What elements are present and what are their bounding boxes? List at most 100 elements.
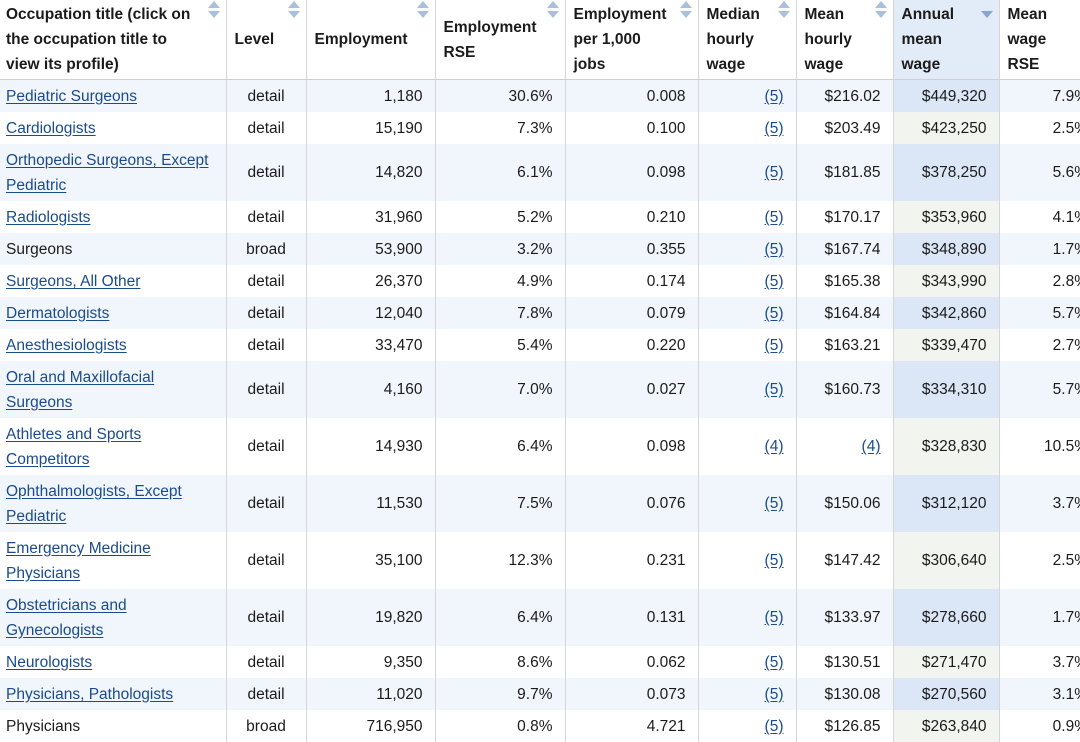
cell-mean-hourly: $130.08: [796, 678, 893, 710]
column-header-title[interactable]: Occupation title (click on the occupatio…: [0, 0, 226, 80]
footnote-link[interactable]: (5): [765, 377, 784, 402]
cell-emp-per-1000: 0.131: [565, 589, 698, 646]
cell-median-hourly: (5): [698, 201, 796, 233]
cell-employment: 15,190: [306, 112, 435, 144]
cell-level: detail: [226, 112, 306, 144]
cell-annual-mean: $342,860: [893, 297, 999, 329]
occupation-link[interactable]: Neurologists: [6, 654, 92, 671]
cell-level: detail: [226, 80, 306, 113]
cell-median-hourly: (5): [698, 678, 796, 710]
occupation-link[interactable]: Athletes and Sports Competitors: [6, 426, 141, 468]
cell-emp-per-1000: 0.098: [565, 418, 698, 475]
footnote-link[interactable]: (5): [765, 682, 784, 707]
cell-annual-mean: $278,660: [893, 589, 999, 646]
cell-title: Physicians: [0, 710, 226, 742]
footnote-link[interactable]: (5): [765, 205, 784, 230]
occupation-link[interactable]: Physicians, Pathologists: [6, 686, 173, 703]
cell-median-hourly: (5): [698, 589, 796, 646]
cell-median-hourly: (5): [698, 710, 796, 742]
footnote-link[interactable]: (5): [765, 269, 784, 294]
cell-emp-rse: 9.7%: [435, 678, 565, 710]
cell-emp-per-1000: 0.231: [565, 532, 698, 589]
footnote-link[interactable]: (5): [765, 160, 784, 185]
footnote-link[interactable]: (5): [765, 333, 784, 358]
cell-median-hourly: (5): [698, 80, 796, 113]
footnote-link[interactable]: (4): [765, 434, 784, 459]
cell-mean-rse: 2.7%: [999, 329, 1080, 361]
sort-arrows-icon[interactable]: [547, 1, 559, 19]
occupation-link[interactable]: Pediatric Surgeons: [6, 88, 137, 105]
cell-median-hourly: (5): [698, 233, 796, 265]
cell-mean-hourly: $163.21: [796, 329, 893, 361]
cell-mean-hourly: $147.42: [796, 532, 893, 589]
occupation-link[interactable]: Cardiologists: [6, 120, 96, 137]
footnote-link[interactable]: (5): [765, 650, 784, 675]
footnote-link[interactable]: (5): [765, 237, 784, 262]
column-header-employment[interactable]: Employment: [306, 0, 435, 80]
sort-arrows-icon[interactable]: [288, 1, 300, 19]
sort-arrows-icon[interactable]: [875, 1, 887, 19]
cell-employment: 26,370: [306, 265, 435, 297]
sort-descending-icon[interactable]: [981, 1, 993, 19]
column-header-mean-rse[interactable]: Mean wage RSE: [999, 0, 1080, 80]
sort-arrows-icon[interactable]: [778, 1, 790, 19]
occupation-link[interactable]: Surgeons, All Other: [6, 273, 140, 290]
cell-annual-mean: $306,640: [893, 532, 999, 589]
occupation-link[interactable]: Obstetricians and Gynecologists: [6, 597, 127, 639]
occupation-link[interactable]: Anesthesiologists: [6, 337, 127, 354]
footnote-link[interactable]: (5): [765, 714, 784, 739]
footnote-link[interactable]: (4): [862, 438, 881, 455]
column-header-emp-rse[interactable]: Employment RSE: [435, 0, 565, 80]
cell-emp-rse: 6.4%: [435, 589, 565, 646]
occupation-link[interactable]: Ophthalmologists, Except Pediatric: [6, 483, 182, 525]
column-header-label: Mean wage RSE: [1008, 6, 1048, 73]
cell-employment: 19,820: [306, 589, 435, 646]
cell-mean-hourly: $130.51: [796, 646, 893, 678]
cell-title: Obstetricians and Gynecologists: [0, 589, 226, 646]
sort-arrows-icon[interactable]: [417, 1, 429, 19]
table-header: Occupation title (click on the occupatio…: [0, 0, 1080, 80]
footnote-link[interactable]: (5): [765, 605, 784, 630]
column-header-annual-mean[interactable]: Annual mean wage: [893, 0, 999, 80]
occupation-link[interactable]: Dermatologists: [6, 305, 109, 322]
column-header-median-hourly[interactable]: Median hourly wage: [698, 0, 796, 80]
footnote-link[interactable]: (5): [765, 84, 784, 109]
cell-mean-hourly: (4): [796, 418, 893, 475]
cell-mean-rse: 1.7%: [999, 589, 1080, 646]
cell-mean-rse: 7.9%: [999, 80, 1080, 113]
footnote-link[interactable]: (5): [765, 548, 784, 573]
column-header-mean-hourly[interactable]: Mean hourly wage: [796, 0, 893, 80]
cell-level: broad: [226, 233, 306, 265]
footnote-link[interactable]: (5): [765, 491, 784, 516]
cell-mean-hourly: $126.85: [796, 710, 893, 742]
sort-arrows-icon[interactable]: [208, 1, 220, 19]
column-header-level[interactable]: Level: [226, 0, 306, 80]
column-header-label: Mean hourly wage: [805, 6, 852, 73]
cell-mean-rse: 2.5%: [999, 112, 1080, 144]
sort-arrows-icon[interactable]: [680, 1, 692, 19]
cell-title: Anesthesiologists: [0, 329, 226, 361]
cell-median-hourly: (5): [698, 361, 796, 418]
cell-title: Surgeons: [0, 233, 226, 265]
cell-annual-mean: $423,250: [893, 112, 999, 144]
footnote-link[interactable]: (5): [765, 301, 784, 326]
footnote-link[interactable]: (5): [765, 116, 784, 141]
cell-emp-per-1000: 0.100: [565, 112, 698, 144]
cell-emp-rse: 7.0%: [435, 361, 565, 418]
cell-employment: 11,020: [306, 678, 435, 710]
cell-annual-mean: $343,990: [893, 265, 999, 297]
occupation-link[interactable]: Radiologists: [6, 209, 90, 226]
cell-employment: 31,960: [306, 201, 435, 233]
occupation-link[interactable]: Oral and Maxillofacial Surgeons: [6, 369, 154, 411]
cell-emp-per-1000: 0.210: [565, 201, 698, 233]
occupation-link[interactable]: Orthopedic Surgeons, Except Pediatric: [6, 152, 208, 194]
cell-annual-mean: $334,310: [893, 361, 999, 418]
cell-emp-rse: 5.2%: [435, 201, 565, 233]
column-header-emp-per-1000[interactable]: Employment per 1,000 jobs: [565, 0, 698, 80]
occupation-link[interactable]: Emergency Medicine Physicians: [6, 540, 151, 582]
